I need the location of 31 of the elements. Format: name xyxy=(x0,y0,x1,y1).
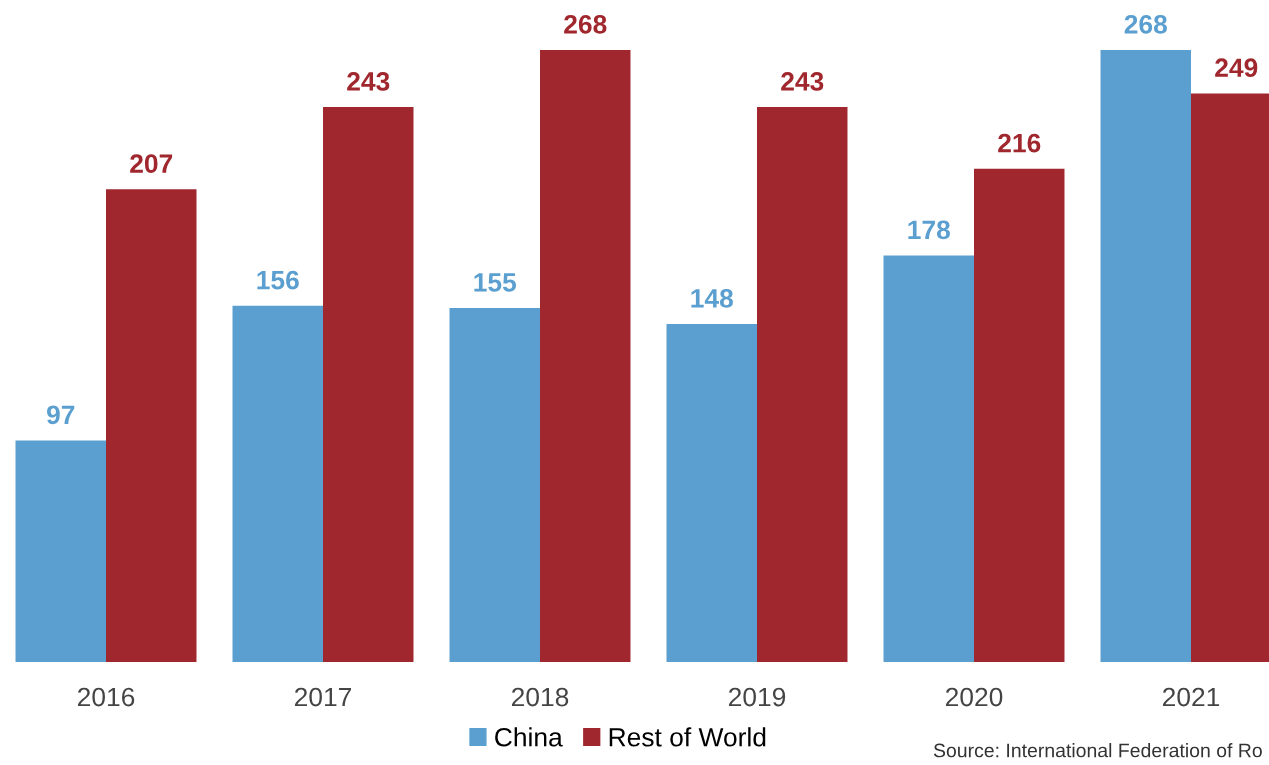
data-label: 216 xyxy=(998,133,1041,153)
data-label: 97 xyxy=(47,405,75,425)
x-tick-label: 2020 xyxy=(945,687,1003,707)
x-tick-label: 2019 xyxy=(728,687,786,707)
source-note: Source: International Federation of Ro xyxy=(933,743,1262,758)
x-tick-label: 2017 xyxy=(294,687,352,707)
x-tick-label: 2018 xyxy=(511,687,569,707)
data-label: 268 xyxy=(564,14,607,34)
bar xyxy=(540,50,631,662)
bar xyxy=(15,440,106,662)
bar xyxy=(666,324,757,662)
x-tick-label: 2016 xyxy=(77,687,135,707)
legend-label: Rest of World xyxy=(609,727,766,747)
data-label: 178 xyxy=(908,220,950,240)
data-label: 243 xyxy=(781,72,824,91)
data-label: 156 xyxy=(257,270,299,290)
bar xyxy=(106,189,197,662)
data-label: 155 xyxy=(474,273,517,292)
data-label: 268 xyxy=(1124,14,1167,34)
bar xyxy=(757,107,848,662)
data-label: 148 xyxy=(691,289,733,308)
bar xyxy=(323,107,414,662)
data-label: 207 xyxy=(130,154,173,173)
legend-label: China xyxy=(495,727,563,747)
x-tick-label: 2021 xyxy=(1162,687,1220,707)
data-label: 249 xyxy=(1215,58,1258,78)
data-label: 243 xyxy=(347,72,390,91)
bar xyxy=(883,255,974,662)
bar xyxy=(232,305,323,662)
bar xyxy=(974,168,1065,662)
bar xyxy=(449,308,540,662)
